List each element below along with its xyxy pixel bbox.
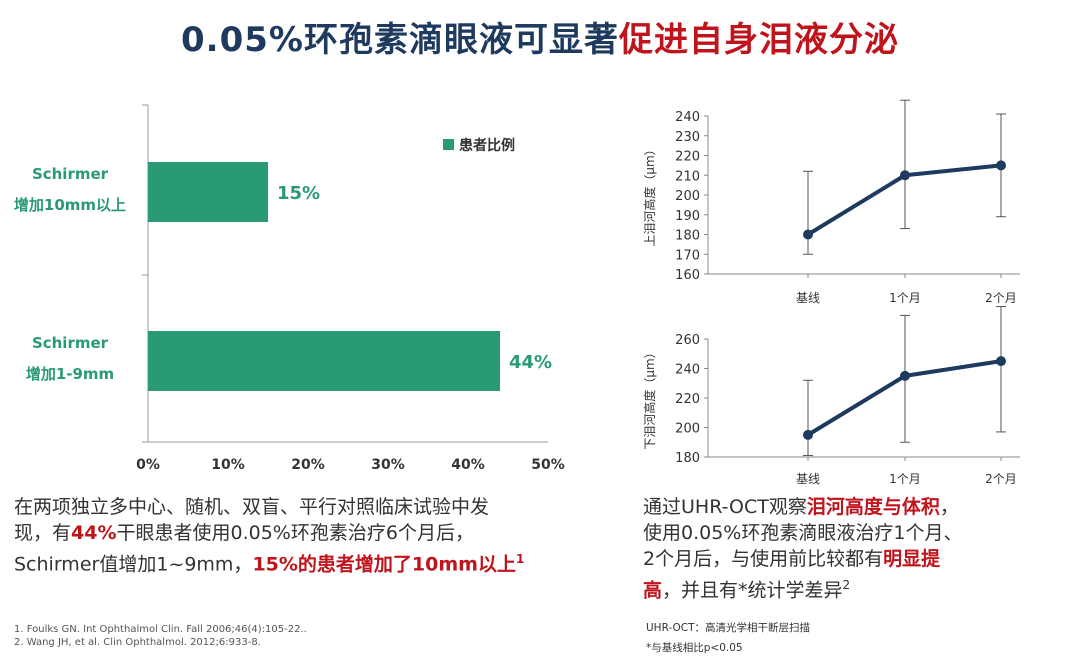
- x-tick-label: 10%: [211, 457, 245, 473]
- note-2: *与基线相比p<0.05: [646, 642, 743, 654]
- data-point: [900, 370, 910, 381]
- y-tick-label: 180: [675, 451, 700, 466]
- page-title: 0.05%环孢素滴眼液可显著促进自身泪液分泌: [0, 12, 1080, 61]
- x-tick-label: 基线: [796, 472, 820, 486]
- left-line-2a: 现，有: [14, 522, 72, 544]
- reference-1: 1. Foulks GN. Int Ophthalmol Clin. Fall …: [14, 624, 307, 635]
- x-tick-label: 50%: [531, 457, 565, 473]
- y-axis-label: 下泪河高度（μm）: [642, 346, 657, 449]
- right-line-1c: ，: [939, 496, 959, 518]
- right-line-1-highlight: 泪河高度与体积: [806, 496, 940, 518]
- x-tick-label: 2个月: [985, 472, 1017, 486]
- note-1: UHR-OCT：高清光学相干断层扫描: [646, 622, 811, 634]
- right-line-4: 高，并且有*统计学差异2: [643, 572, 1073, 603]
- left-line-3-highlight: 15%的患者增加了10mm以上: [252, 553, 516, 576]
- y-tick-label: 220: [675, 392, 700, 407]
- y-tick-label: 210: [675, 169, 700, 184]
- bar-value-label: 15%: [277, 183, 320, 204]
- x-tick-label: 1个月: [889, 291, 921, 305]
- bar: [148, 331, 500, 391]
- y-tick-label: 230: [675, 130, 700, 145]
- right-line-1a: 通过UHR-OCT观察: [643, 496, 807, 518]
- left-line-3: Schirmer值增加1~9mm，15%的患者增加了10mm以上1: [14, 546, 614, 577]
- category-label: 增加10mm以上: [14, 196, 126, 214]
- title-part2: 促进自身泪液分泌: [618, 20, 899, 60]
- title-part1: 0.05%环孢素滴眼液可显著: [181, 20, 619, 60]
- y-axis-label: 上泪河高度（μm）: [642, 143, 657, 246]
- y-tick-label: 260: [675, 333, 700, 348]
- x-tick-label: 1个月: [889, 472, 921, 486]
- data-point: [803, 429, 813, 440]
- x-tick-label: 40%: [451, 457, 485, 473]
- x-tick-label: 20%: [291, 457, 325, 473]
- reference-2: 2. Wang JH, et al. Clin Ophthalmol. 2012…: [14, 637, 261, 648]
- right-line-3-highlight: 明显提: [883, 548, 941, 570]
- right-description: 通过UHR-OCT观察泪河高度与体积， 使用0.05%环孢素滴眼液治疗1个月、 …: [643, 494, 1073, 603]
- right-line-4-sup: 2: [842, 578, 851, 592]
- references: 1. Foulks GN. Int Ophthalmol Clin. Fall …: [14, 623, 307, 649]
- y-tick-label: 220: [675, 150, 700, 165]
- legend-swatch: [443, 139, 454, 150]
- y-tick-label: 240: [675, 110, 700, 125]
- y-tick-label: 240: [675, 363, 700, 378]
- bar: [148, 162, 268, 222]
- bar-value-label: 44%: [509, 352, 552, 373]
- bar-chart: 0% 10% 20% 30% 40% 50% 15% Schirmer 增加10mm以上 44% S…: [14, 104, 565, 473]
- right-line-2: 使用0.05%环孢素滴眼液治疗1个月、: [643, 522, 963, 544]
- left-line-3a: Schirmer值增加1~9mm，: [14, 553, 253, 576]
- left-line-2-highlight: 44%: [71, 522, 117, 544]
- y-tick-label: 200: [675, 422, 700, 437]
- data-point: [996, 356, 1006, 367]
- left-line-2c: 干眼患者使用0.05%环孢素治疗6个月后，: [116, 522, 474, 544]
- line-chart-lower: 180 200 220 240 260 基线 1个月 2个月 下泪河高度（μm）: [642, 306, 1020, 486]
- data-point: [996, 160, 1006, 171]
- left-line-2: 现，有44%干眼患者使用0.05%环孢素治疗6个月后，: [14, 520, 614, 546]
- x-tick-label: 基线: [796, 291, 820, 305]
- data-point: [900, 170, 910, 181]
- y-tick-label: 180: [675, 229, 700, 244]
- category-label: Schirmer: [32, 165, 109, 183]
- right-line-3a: 2个月后，与使用前比较都有: [643, 548, 884, 570]
- notes: UHR-OCT：高清光学相干断层扫描 *与基线相比p<0.05: [646, 618, 810, 658]
- category-label: Schirmer: [32, 334, 109, 352]
- category-label: 增加1-9mm: [26, 365, 114, 383]
- line-chart-upper: 160 170 180 190 200 210 220 230 240 基线 1个月 2个月 上泪河高度…: [642, 99, 1020, 305]
- y-tick-label: 200: [675, 189, 700, 204]
- right-line-1: 通过UHR-OCT观察泪河高度与体积，: [643, 494, 1073, 520]
- x-tick-label: 0%: [136, 457, 160, 473]
- left-line-1: 在两项独立多中心、随机、双盲、平行对照临床试验中发: [14, 496, 490, 518]
- right-line-4b: ，并且有*统计学差异: [662, 579, 843, 602]
- legend-label: 患者比例: [459, 137, 515, 154]
- y-tick-label: 160: [675, 268, 700, 283]
- x-tick-label: 30%: [371, 457, 405, 473]
- data-point: [803, 229, 813, 240]
- y-tick-label: 170: [675, 248, 700, 263]
- left-line-3-sup: 1: [515, 552, 525, 566]
- y-tick-label: 190: [675, 209, 700, 224]
- right-line-4-highlight: 高: [643, 579, 663, 602]
- x-tick-label: 2个月: [985, 291, 1017, 305]
- left-description: 在两项独立多中心、随机、双盲、平行对照临床试验中发 现，有44%干眼患者使用0.…: [14, 494, 614, 577]
- right-line-3: 2个月后，与使用前比较都有明显提: [643, 546, 1073, 572]
